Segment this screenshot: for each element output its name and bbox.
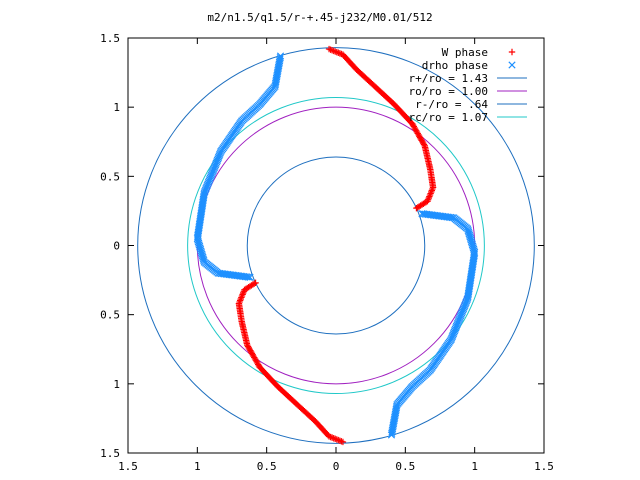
legend-sample-marker [508,61,516,69]
w-phase-point [252,279,259,287]
w-phase-point [420,141,428,148]
w-phase-point [250,280,258,287]
x-tick-label: 1 [471,460,478,473]
x-tick-label: 0.5 [257,460,277,473]
y-tick-label: 1 [113,378,120,391]
phase-points [193,45,479,446]
axis-ticks: 1.5 1 0.5 0 0.5 1 1.51.510.500.511.5 [100,32,554,473]
drho-phase-point [418,210,426,218]
w-phase-point [244,343,252,350]
legend-label: drho phase [422,59,488,72]
circle-rc [187,96,485,395]
legend-label: r+/ro = 1.43 [409,72,488,85]
chart-title: m2/n1.5/q1.5/r-+.45-j232/M0.01/512 [207,11,432,24]
x-tick-label: 1.5 [534,460,554,473]
circle-r- [246,156,426,335]
legend-label: ro/ro = 1.00 [409,85,488,98]
y-tick-label: 1 [113,101,120,114]
legend-sample-marker [508,48,516,56]
circle-r+ [137,47,535,444]
w-phase-point [413,204,420,212]
y-tick-label: 0 [113,240,120,253]
legend-label: r-/ro = .64 [415,98,488,111]
w-phase-point [414,204,422,211]
x-tick-label: 1 [194,460,201,473]
x-tick-label: 0 [333,460,340,473]
x-tick-label: 1.5 [118,460,138,473]
drho-phase-point [246,273,254,281]
y-tick-label: 0.5 [100,170,120,183]
x-tick-label: 0.5 [395,460,415,473]
y-tick-label: 1.5 [100,447,120,460]
circle-ro [196,106,476,385]
drho-phase-point [419,210,428,218]
y-tick-label: 1.5 [100,32,120,45]
legend-label: rc/ro = 1.07 [409,111,488,124]
drho-phase-point [244,273,253,281]
y-tick-label: 0.5 [100,309,120,322]
legend-label: W phase [442,46,488,59]
